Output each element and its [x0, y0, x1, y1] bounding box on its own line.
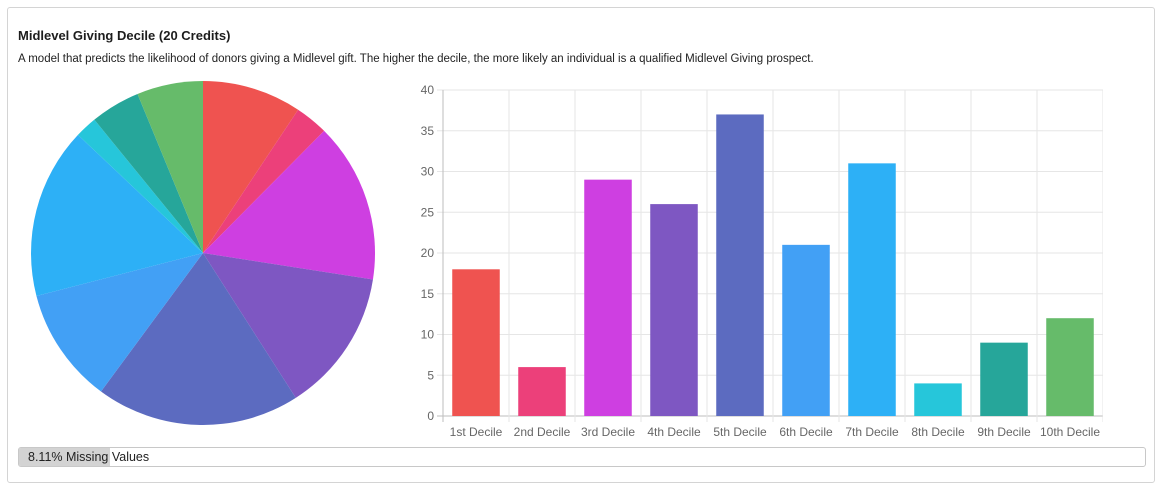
y-tick-label: 0 — [427, 409, 434, 423]
y-tick-label: 25 — [421, 205, 435, 219]
pie-slice-8th-decile[interactable] — [77, 119, 203, 254]
missing-values-bar: 8.11% Missing Values — [18, 447, 1146, 467]
bar-3rd-decile[interactable] — [584, 179, 632, 416]
bar-8th-decile[interactable] — [914, 383, 962, 416]
missing-values-fill — [19, 448, 111, 466]
bar-2nd-decile[interactable] — [518, 367, 566, 416]
x-tick-label: 4th Decile — [647, 425, 701, 439]
bar-6th-decile[interactable] — [782, 244, 830, 416]
pie-slice-4th-decile[interactable] — [203, 253, 373, 398]
y-tick-label: 30 — [421, 165, 435, 179]
x-tick-label: 1st Decile — [450, 425, 503, 439]
x-tick-label: 5th Decile — [713, 425, 767, 439]
pie-slice-7th-decile[interactable] — [31, 134, 204, 296]
x-tick-label: 3rd Decile — [581, 425, 635, 439]
y-tick-label: 10 — [421, 328, 435, 342]
pie-slice-6th-decile[interactable] — [36, 253, 204, 392]
bar-chart: 0 5 10 15 20 25 30 35 40 1st Decile 2nd Decile 3rd … — [421, 83, 1103, 439]
bar-1st-decile[interactable] — [452, 269, 500, 416]
y-tick-label: 5 — [427, 368, 434, 382]
pie-slice-2nd-decile[interactable] — [203, 109, 325, 253]
pie-chart — [31, 81, 376, 425]
pie-slice-3rd-decile[interactable] — [203, 130, 376, 280]
bar-5th-decile[interactable] — [716, 114, 764, 416]
y-tick-label: 35 — [421, 124, 435, 138]
pie-slice-5th-decile[interactable] — [101, 253, 296, 425]
pie-slice-9th-decile[interactable] — [94, 93, 203, 254]
card-description: A model that predicts the likelihood of … — [18, 53, 814, 65]
x-tick-label: 9th Decile — [977, 425, 1031, 439]
pie-slice-1st-decile[interactable] — [203, 81, 299, 253]
pie-slice-10th-decile[interactable] — [137, 81, 204, 253]
card-title: Midlevel Giving Decile (20 Credits) — [18, 28, 231, 43]
y-tick-label: 40 — [421, 83, 435, 97]
x-tick-label: 2nd Decile — [514, 425, 571, 439]
y-tick-label: 20 — [421, 246, 435, 260]
bar-10th-decile[interactable] — [1046, 318, 1094, 416]
x-tick-label: 6th Decile — [779, 425, 833, 439]
bar-7th-decile[interactable] — [848, 163, 896, 416]
x-tick-label: 10th Decile — [1040, 425, 1100, 439]
x-tick-label: 7th Decile — [845, 425, 899, 439]
bar-9th-decile[interactable] — [980, 342, 1028, 416]
model-card: Midlevel Giving Decile (20 Credits) A mo… — [7, 7, 1155, 483]
missing-values-label: 8.11% Missing Values — [28, 450, 150, 464]
bar-4th-decile[interactable] — [650, 204, 698, 416]
x-tick-label: 8th Decile — [911, 425, 965, 439]
y-tick-label: 15 — [421, 287, 435, 301]
